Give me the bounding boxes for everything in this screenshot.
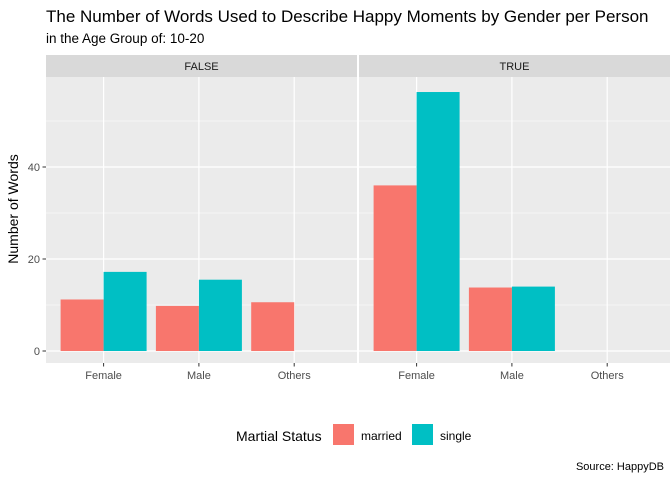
bar-married-male	[155, 305, 199, 351]
bar-married-others	[251, 302, 295, 351]
bar-single-female	[103, 271, 147, 351]
facet-strip-label: TRUE	[500, 61, 530, 73]
legend-label-single: single	[440, 429, 472, 443]
y-axis-label: Number of Words	[5, 154, 21, 263]
legend-key-single	[412, 424, 433, 445]
legend-label-married: married	[361, 429, 402, 443]
x-tick-label: Others	[278, 370, 312, 382]
legend: married single	[333, 424, 472, 445]
y-tick-label: 0	[34, 346, 40, 358]
chart-subtitle: in the Age Group of: 10-20	[46, 31, 204, 46]
facet-panels: FALSE Female Male Others TRUE Female Male Other…	[46, 55, 670, 382]
panel-true: TRUE Female Male Others	[359, 55, 670, 382]
chart-caption: Source: HappyDB	[576, 461, 664, 473]
bar-married-female	[373, 185, 417, 351]
bar-single-female	[416, 92, 460, 352]
y-axis-ticks: 0 20 40	[28, 162, 46, 358]
bar-single-male	[511, 286, 555, 351]
y-tick-label: 20	[28, 254, 40, 266]
bar-married-male	[468, 287, 512, 351]
facet-strip	[359, 55, 670, 77]
facet-strip	[46, 55, 357, 77]
bar-married-female	[60, 299, 104, 351]
x-tick-label: Female	[85, 370, 122, 382]
x-tick-label: Male	[500, 370, 524, 382]
bar-single-male	[198, 279, 242, 351]
x-tick-label: Female	[398, 370, 435, 382]
x-tick-label: Others	[591, 370, 625, 382]
x-tick-label: Male	[187, 370, 211, 382]
y-tick-label: 40	[28, 162, 40, 174]
chart-title: The Number of Words Used to Describe Hap…	[46, 7, 649, 26]
panel-false: FALSE Female Male Others	[46, 55, 357, 382]
facet-strip-label: FALSE	[184, 61, 218, 73]
legend-key-married	[333, 424, 354, 445]
legend-title: Martial Status	[236, 428, 322, 444]
